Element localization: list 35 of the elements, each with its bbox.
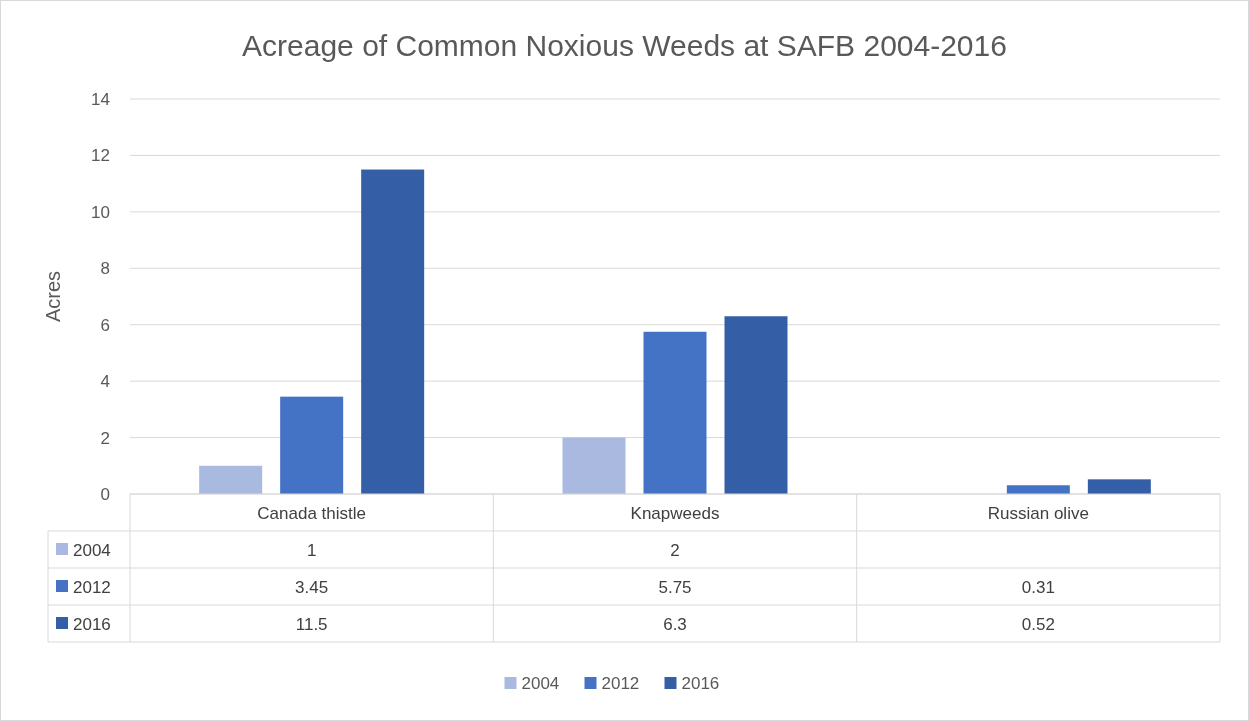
y-tick-label: 0	[100, 485, 110, 504]
x-tick-label: Knapweeds	[630, 504, 720, 523]
x-tick-label: Russian olive	[987, 504, 1089, 523]
bar	[280, 396, 344, 494]
chart-title: Acreage of Common Noxious Weeds at SAFB 2004-2016	[242, 29, 1007, 62]
y-tick-label: 2	[100, 428, 110, 448]
y-tick-label: 6	[100, 315, 110, 335]
y-axis-title: Acres	[42, 270, 64, 323]
y-tick-label: 10	[91, 202, 110, 222]
text: 2004	[521, 674, 560, 693]
data-label: 2	[670, 541, 680, 560]
data-label: 3.45	[295, 578, 329, 597]
y-tick-label: 14	[91, 90, 110, 109]
y-tick-label: 12	[91, 146, 110, 166]
data-label: 11.5	[295, 615, 328, 634]
data-label: 0.52	[1021, 615, 1055, 634]
y-tick-label: 8	[100, 259, 110, 279]
data-label: 5.75	[658, 578, 692, 597]
bar	[361, 169, 425, 494]
bar	[643, 331, 707, 494]
y-tick-label: 4	[100, 372, 110, 392]
data-label: 1	[306, 541, 317, 560]
text: 2016	[73, 615, 111, 634]
text: 2012	[73, 578, 111, 597]
bar	[562, 437, 626, 494]
bar	[1006, 485, 1070, 494]
bar	[199, 465, 263, 494]
bar	[1087, 479, 1151, 494]
legend-label: 2016	[681, 674, 720, 693]
data-label: 6.3	[663, 615, 687, 634]
legend-label: 2004	[73, 541, 111, 560]
x-tick-label: Canada thistle	[257, 504, 367, 523]
bar	[724, 316, 788, 494]
legend-label: 2012	[601, 674, 640, 693]
data-label: 0.31	[1021, 578, 1055, 597]
